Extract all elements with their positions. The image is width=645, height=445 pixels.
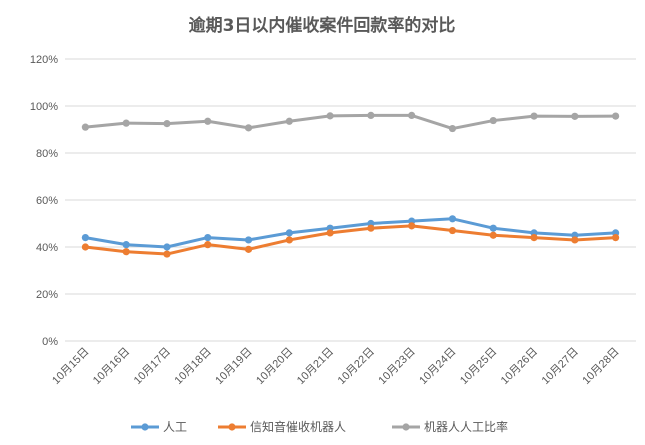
data-point: [530, 234, 538, 242]
series-line: [83, 224, 618, 256]
data-point: [285, 236, 293, 244]
legend-marker: [228, 423, 236, 431]
data-point: [367, 224, 375, 232]
y-tick-label: 40%: [36, 242, 58, 254]
legend-item: 信知音催收机器人: [218, 419, 346, 434]
legend-marker: [141, 423, 149, 431]
y-axis: 0% 20% 40% 60% 80% 100% 120%: [30, 54, 58, 348]
series-line: [83, 217, 618, 249]
data-point: [81, 234, 89, 242]
data-point: [285, 229, 293, 237]
legend: 人工 信知音催收机器人 机器人人工比率: [131, 419, 508, 434]
y-tick-label: 120%: [30, 54, 58, 66]
data-point: [122, 119, 130, 127]
y-tick-label: 20%: [36, 289, 58, 301]
data-point: [244, 124, 253, 132]
data-point: [163, 243, 171, 251]
series-line: [83, 113, 618, 131]
data-point: [326, 112, 334, 120]
chart-title: 逾期3日以内催收案件回款率的对比: [189, 15, 456, 36]
data-point: [163, 120, 171, 128]
series-group: [81, 111, 620, 258]
y-tick-label: 100%: [30, 101, 58, 113]
data-point: [489, 116, 497, 125]
data-point: [81, 243, 89, 251]
data-point: [244, 245, 253, 253]
data-point: [163, 250, 171, 258]
data-point: [408, 222, 416, 230]
data-point: [204, 234, 212, 242]
data-point: [81, 123, 89, 131]
data-point: [530, 112, 538, 120]
data-point: [285, 117, 293, 125]
data-point: [326, 229, 334, 237]
y-tick-label: 80%: [36, 148, 58, 160]
data-point: [244, 236, 253, 244]
data-point: [612, 112, 620, 120]
legend-marker: [402, 423, 410, 431]
data-point: [204, 241, 212, 249]
data-point: [448, 124, 457, 133]
data-point: [612, 234, 620, 242]
data-point: [122, 248, 130, 256]
legend-label: 机器人人工比率: [424, 419, 508, 434]
series-2: [81, 222, 620, 258]
legend-label: 人工: [163, 420, 187, 434]
data-point: [448, 215, 457, 223]
y-tick-label: 60%: [36, 195, 58, 207]
series-3: [81, 111, 620, 133]
data-point: [571, 112, 579, 120]
data-point: [204, 117, 212, 125]
data-point: [489, 224, 497, 232]
legend-item: 机器人人工比率: [392, 419, 508, 434]
legend-item: 人工: [131, 420, 187, 434]
data-point: [571, 236, 579, 244]
data-point: [367, 111, 375, 119]
data-point: [408, 111, 416, 119]
data-point: [489, 231, 497, 239]
data-point: [122, 241, 130, 249]
legend-label: 信知音催收机器人: [250, 419, 346, 434]
data-point: [448, 226, 457, 235]
y-tick-label: 0%: [42, 336, 58, 348]
